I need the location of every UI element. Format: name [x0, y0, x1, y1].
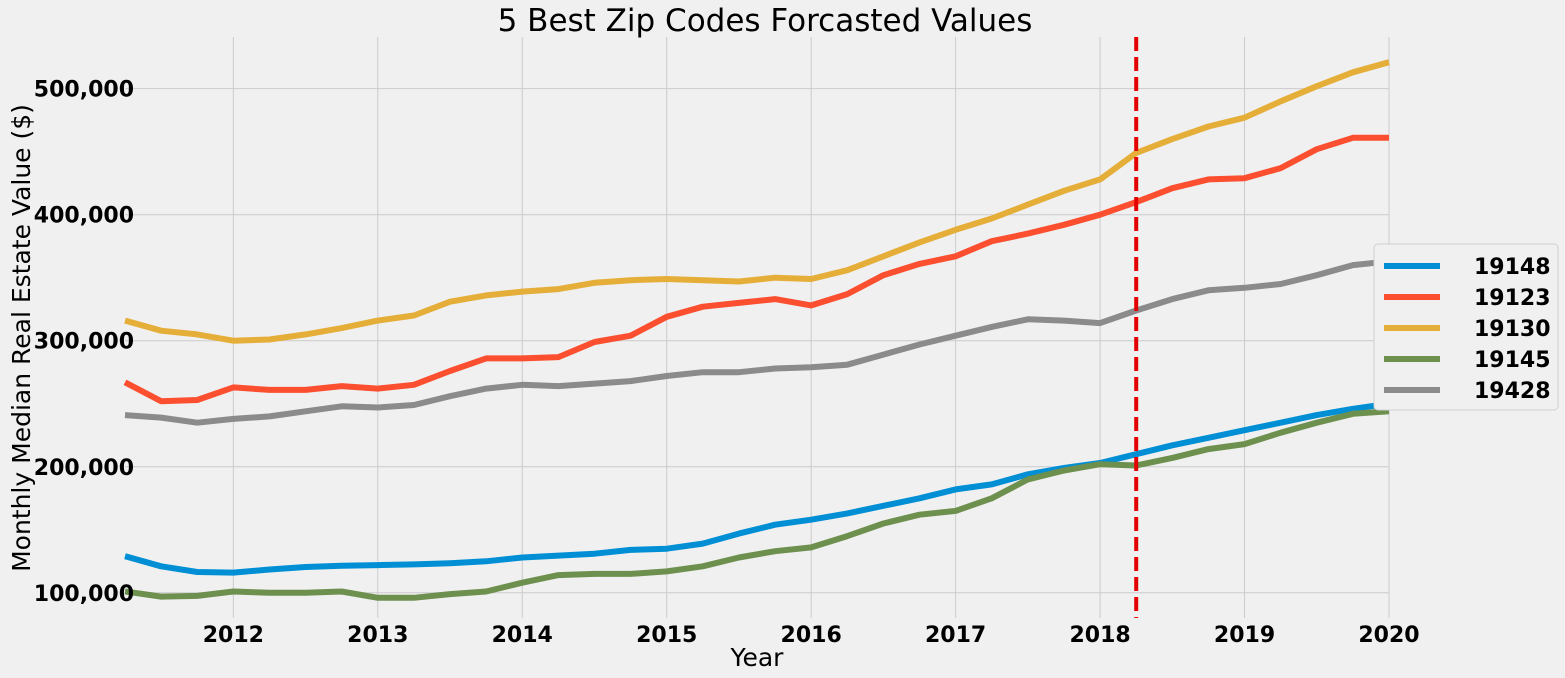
x-tick-label-2018: 2018	[1069, 623, 1130, 648]
tick-labels: 2012 2013 2014 2015 2016 2017 2018 2019 2020 100,…	[34, 78, 1420, 648]
x-tick-label-2020: 2020	[1358, 623, 1419, 648]
chart-title: 5 Best Zip Codes Forcasted Values	[498, 3, 1033, 39]
y-tick-label-300000: 300,000	[34, 330, 134, 355]
y-tick-label-200000: 200,000	[34, 456, 134, 481]
x-tick-label-2019: 2019	[1214, 623, 1275, 648]
series-line-19145	[124, 408, 1390, 601]
y-tick-label-400000: 400,000	[34, 204, 134, 229]
legend-label-19145: 19145	[1474, 348, 1551, 373]
series-layer	[123, 59, 1390, 601]
series-line-19148	[124, 400, 1390, 576]
x-tick-label-2015: 2015	[636, 623, 697, 648]
x-tick-label-2013: 2013	[347, 623, 408, 648]
series-line-19123	[123, 134, 1389, 405]
x-tick-label-2012: 2012	[203, 623, 264, 648]
legend-label-19428: 19428	[1474, 379, 1551, 404]
legend-box	[1373, 243, 1559, 411]
y-tick-label-500000: 500,000	[34, 78, 134, 103]
x-tick-label-2017: 2017	[925, 623, 986, 648]
x-axis-title: Year	[730, 643, 785, 672]
legend-label-19148: 19148	[1474, 255, 1551, 280]
series-line-19428	[124, 258, 1390, 426]
x-tick-label-2014: 2014	[492, 623, 553, 648]
legend-label-19123: 19123	[1474, 286, 1551, 311]
grid	[125, 37, 1390, 618]
legend: 19148 19123 19130 19145 19428	[1373, 243, 1559, 411]
series-line-19130	[124, 59, 1390, 344]
y-axis-title: Monthly Median Real Estate Value ($)	[7, 104, 36, 572]
legend-label-19130: 19130	[1474, 317, 1551, 342]
y-tick-label-100000: 100,000	[34, 582, 134, 607]
x-tick-label-2016: 2016	[781, 623, 842, 648]
